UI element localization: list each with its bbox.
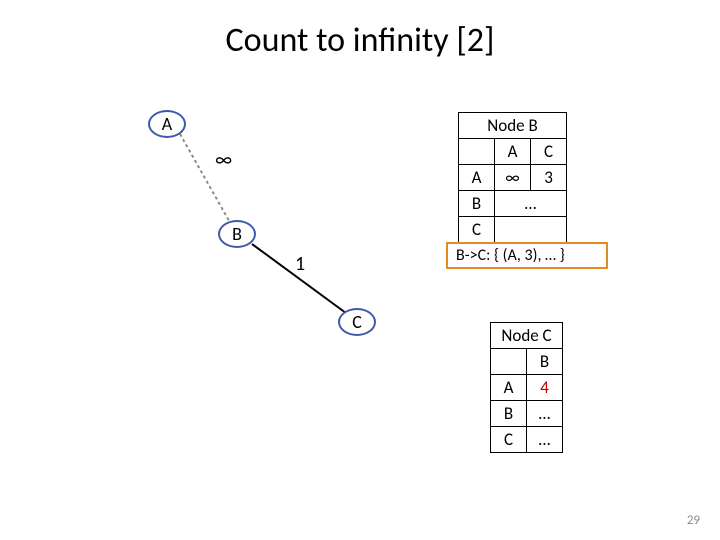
table-c-col-b: B: [527, 349, 563, 375]
table-b-corner: [459, 139, 495, 165]
node-c: C: [338, 308, 376, 336]
table-b-row-a-label: A: [459, 165, 495, 191]
page-title: Count to infinity [2]: [0, 20, 720, 61]
table-c-caption: Node C: [491, 323, 563, 349]
node-a: A: [148, 110, 186, 138]
routing-table-b: Node B A C A ∞ 3 B … C: [458, 112, 567, 243]
table-c-row-a-c1: 4: [527, 375, 563, 401]
table-c-row-a-label: A: [491, 375, 527, 401]
edge-label-bc: 1: [295, 252, 305, 276]
table-b-row-b-label: B: [459, 191, 495, 217]
routing-table-c: Node C B A 4 B … C …: [490, 322, 563, 453]
table-b-row-c-label: C: [459, 217, 495, 243]
edge-lines: [0, 0, 720, 540]
table-b-col-c: C: [531, 139, 567, 165]
table-b-row-a-c2: 3: [531, 165, 567, 191]
table-c-corner: [491, 349, 527, 375]
edge-label-ab: ∞: [215, 148, 232, 172]
table-b-row-a-c1: ∞: [495, 165, 531, 191]
table-c-row-b-c1: …: [527, 401, 563, 427]
page-number: 29: [687, 513, 700, 528]
table-c-row-b-label: B: [491, 401, 527, 427]
message-b-to-c: B->C: { (A, 3), … }: [446, 242, 608, 269]
table-c-row-c-label: C: [491, 427, 527, 453]
node-b: B: [218, 220, 256, 248]
table-b-col-a: A: [495, 139, 531, 165]
table-c-row-c-c1: …: [527, 427, 563, 453]
table-b-row-b-merged: …: [495, 191, 567, 217]
table-b-row-c-merged: [495, 217, 567, 243]
table-b-caption: Node B: [459, 113, 567, 139]
